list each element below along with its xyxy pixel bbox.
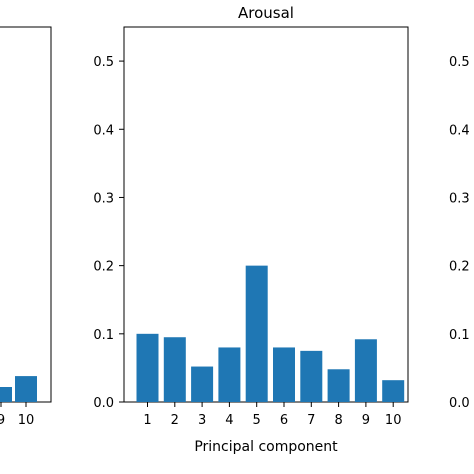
x-tick-label: 10: [385, 413, 402, 428]
right-subplot: 0.0 0.1 0.2 0.3 0.4 0.5: [449, 55, 470, 411]
y-tick-label: 0.1: [93, 328, 114, 343]
x-tick-label: 1: [143, 413, 151, 428]
bar-pc-1: [136, 333, 159, 402]
left-bars: [0, 376, 37, 402]
x-axis-label: Principal component: [194, 439, 338, 455]
y-tick-label: 0.0: [93, 396, 114, 411]
x-tick-label: 5: [253, 413, 261, 428]
bar-pc-5: [245, 265, 268, 402]
right-y-tick-label: 0.2: [449, 260, 470, 275]
bar-pc-2: [163, 337, 186, 402]
right-y-tick-label: 0.3: [449, 191, 470, 206]
left-bar-pc-10: [15, 376, 37, 402]
left-axes-frame: [0, 26, 52, 403]
arousal-bars: [136, 265, 405, 402]
bar-pc-3: [191, 366, 214, 402]
bar-pc-4: [218, 347, 241, 402]
bar-pc-9: [354, 339, 377, 402]
left-subplot: 9 10: [0, 26, 52, 428]
left-x-tick-label: 9: [0, 413, 5, 428]
x-tick-label: 6: [280, 413, 288, 428]
y-tick-label: 0.2: [93, 260, 114, 275]
right-y-tick-label: 0.4: [449, 123, 470, 138]
left-bar-pc-9: [0, 387, 12, 402]
y-tick-label: 0.4: [93, 123, 114, 138]
bar-pc-10: [382, 380, 405, 402]
x-tick-label: 7: [307, 413, 315, 428]
x-tick-label: 4: [225, 413, 233, 428]
x-tick-label: 9: [362, 413, 370, 428]
right-yticks: 0.0 0.1 0.2 0.3 0.4 0.5: [449, 55, 470, 411]
right-y-tick-label: 0.0: [449, 396, 470, 411]
left-xticks: 9 10: [0, 402, 34, 428]
x-tick-label: 8: [334, 413, 342, 428]
arousal-subplot: Arousal 0.0 0.1 0.2 0.3 0.4 0.5 1 2 3 4 5 6 7 8 9 10 P…: [93, 4, 409, 455]
chart-title: Arousal: [238, 4, 294, 22]
y-tick-label: 0.3: [93, 191, 114, 206]
arousal-yticks: 0.0 0.1 0.2 0.3 0.4 0.5: [93, 55, 124, 411]
x-tick-label: 2: [171, 413, 179, 428]
bar-pc-7: [300, 350, 323, 402]
left-x-tick-label: 10: [18, 413, 35, 428]
right-y-tick-label: 0.5: [449, 55, 470, 70]
y-tick-label: 0.5: [93, 55, 114, 70]
bar-pc-8: [327, 369, 350, 402]
arousal-xticks: 1 2 3 4 5 6 7 8 9 10: [143, 402, 401, 428]
bar-pc-6: [273, 347, 295, 402]
right-y-tick-label: 0.1: [449, 328, 470, 343]
x-tick-label: 3: [198, 413, 206, 428]
